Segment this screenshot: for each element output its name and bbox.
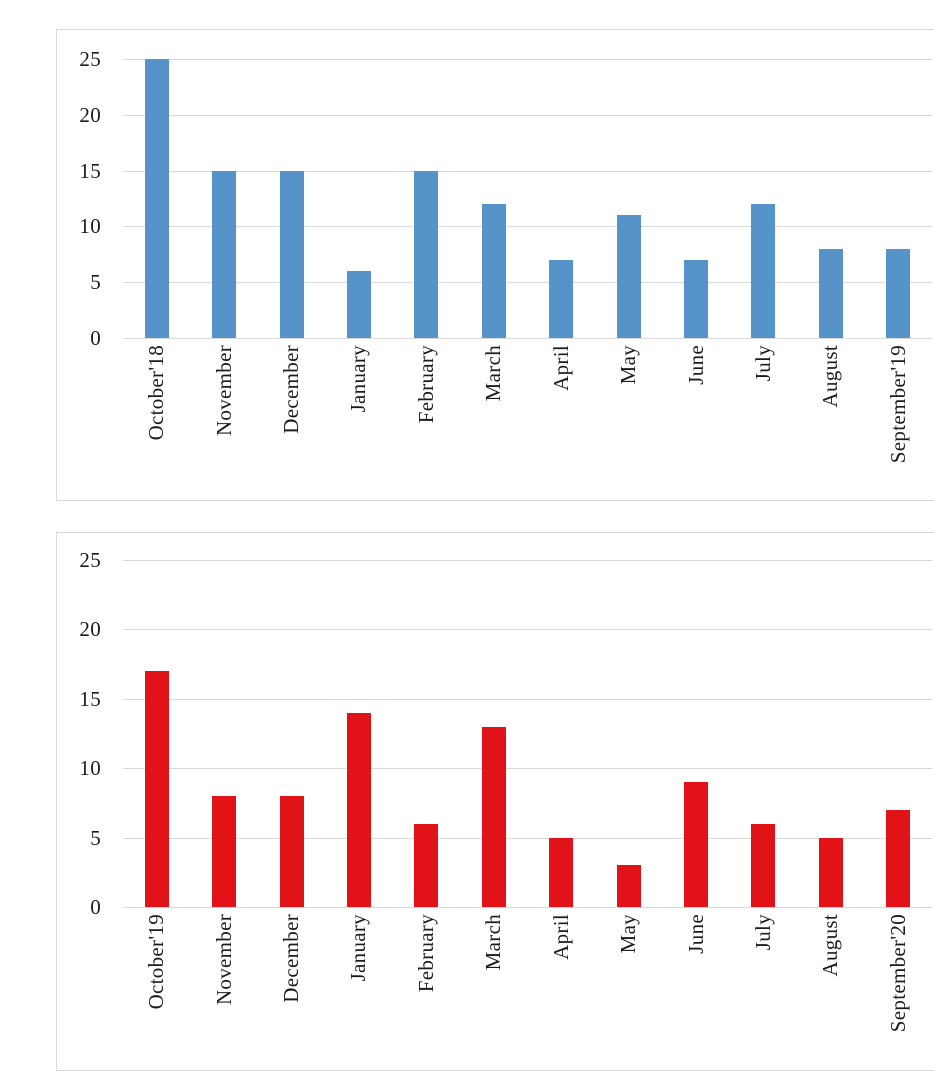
y-axis-tick-label-25: 25 bbox=[79, 47, 101, 71]
x-axis-category-label-march: March bbox=[481, 914, 505, 971]
y-axis-tick-label-0: 0 bbox=[90, 326, 101, 350]
x-axis-category-label-february: February bbox=[414, 345, 438, 424]
y-axis-tick-label-0: 0 bbox=[90, 895, 101, 919]
gridline-y-5 bbox=[123, 282, 932, 283]
x-axis-category-label-april: April bbox=[549, 914, 573, 960]
y-axis-tick-label-25: 25 bbox=[79, 548, 101, 572]
bar-november bbox=[212, 171, 236, 338]
bar-december bbox=[280, 796, 304, 907]
bar-march bbox=[482, 727, 506, 907]
bar-chart-panel-2018-2019: 0 5 10 15 20 25 October'18 November December Janu… bbox=[56, 29, 934, 501]
x-axis-category-label-april: April bbox=[549, 345, 573, 391]
x-axis-category-label-october-18: October'18 bbox=[144, 345, 168, 441]
gridline-y-15 bbox=[123, 699, 932, 700]
bar-january bbox=[347, 713, 371, 907]
gridline-y-15 bbox=[123, 171, 932, 172]
bar-october-18 bbox=[145, 59, 169, 338]
bar-may bbox=[617, 865, 641, 907]
x-axis-category-label-july: July bbox=[751, 914, 775, 951]
x-axis-category-label-june: June bbox=[684, 914, 708, 954]
x-axis-category-label-february: February bbox=[414, 914, 438, 993]
gridline-y-10 bbox=[123, 226, 932, 227]
x-axis-category-label-march: March bbox=[481, 345, 505, 402]
x-axis-category-label-november: November bbox=[212, 345, 236, 437]
bar-september-20 bbox=[886, 810, 910, 907]
bar-july bbox=[751, 824, 775, 907]
bar-july bbox=[751, 204, 775, 338]
bar-chart-panel-2019-2020: 0 5 10 15 20 25 October'19 November December Janu… bbox=[56, 532, 934, 1071]
y-axis-tick-label-10: 10 bbox=[79, 756, 101, 780]
bar-august bbox=[819, 838, 843, 907]
bar-june bbox=[684, 782, 708, 907]
bar-june bbox=[684, 260, 708, 338]
bar-december bbox=[280, 171, 304, 338]
bar-february bbox=[414, 824, 438, 907]
bar-october-19 bbox=[145, 671, 169, 907]
gridline-y-10 bbox=[123, 768, 932, 769]
bar-september-19 bbox=[886, 249, 910, 338]
x-axis-category-label-september-19: September'19 bbox=[886, 345, 910, 464]
x-axis-category-label-may: May bbox=[616, 345, 640, 385]
gridline-y-25 bbox=[123, 59, 932, 60]
gridline-y-20 bbox=[123, 115, 932, 116]
x-axis-category-label-november: November bbox=[212, 914, 236, 1006]
y-axis-tick-label-5: 5 bbox=[90, 826, 101, 850]
bar-april bbox=[549, 260, 573, 338]
x-axis-category-label-september-20: September'20 bbox=[886, 914, 910, 1033]
y-axis-tick-label-15: 15 bbox=[79, 159, 101, 183]
x-axis-category-label-july: July bbox=[751, 345, 775, 382]
x-axis-line bbox=[123, 907, 932, 908]
y-axis-tick-label-15: 15 bbox=[79, 687, 101, 711]
y-axis-tick-label-20: 20 bbox=[79, 617, 101, 641]
bar-august bbox=[819, 249, 843, 338]
x-axis-category-label-december: December bbox=[279, 914, 303, 1003]
x-axis-category-label-june: June bbox=[684, 345, 708, 385]
gridline-y-25 bbox=[123, 560, 932, 561]
x-axis-category-label-january: January bbox=[346, 345, 370, 413]
gridline-y-20 bbox=[123, 629, 932, 630]
x-axis-category-label-august: August bbox=[818, 345, 842, 408]
bar-april bbox=[549, 838, 573, 907]
y-axis-tick-label-10: 10 bbox=[79, 214, 101, 238]
bar-march bbox=[482, 204, 506, 338]
y-axis-tick-label-20: 20 bbox=[79, 103, 101, 127]
x-axis-category-label-august: August bbox=[818, 914, 842, 977]
bar-november bbox=[212, 796, 236, 907]
x-axis-line bbox=[123, 338, 932, 339]
x-axis-category-label-october-19: October'19 bbox=[144, 914, 168, 1010]
bar-may bbox=[617, 215, 641, 338]
y-axis-tick-label-5: 5 bbox=[90, 270, 101, 294]
bar-january bbox=[347, 271, 371, 338]
bar-february bbox=[414, 171, 438, 338]
x-axis-category-label-january: January bbox=[346, 914, 370, 982]
x-axis-category-label-december: December bbox=[279, 345, 303, 434]
gridline-y-5 bbox=[123, 838, 932, 839]
x-axis-category-label-may: May bbox=[616, 914, 640, 954]
